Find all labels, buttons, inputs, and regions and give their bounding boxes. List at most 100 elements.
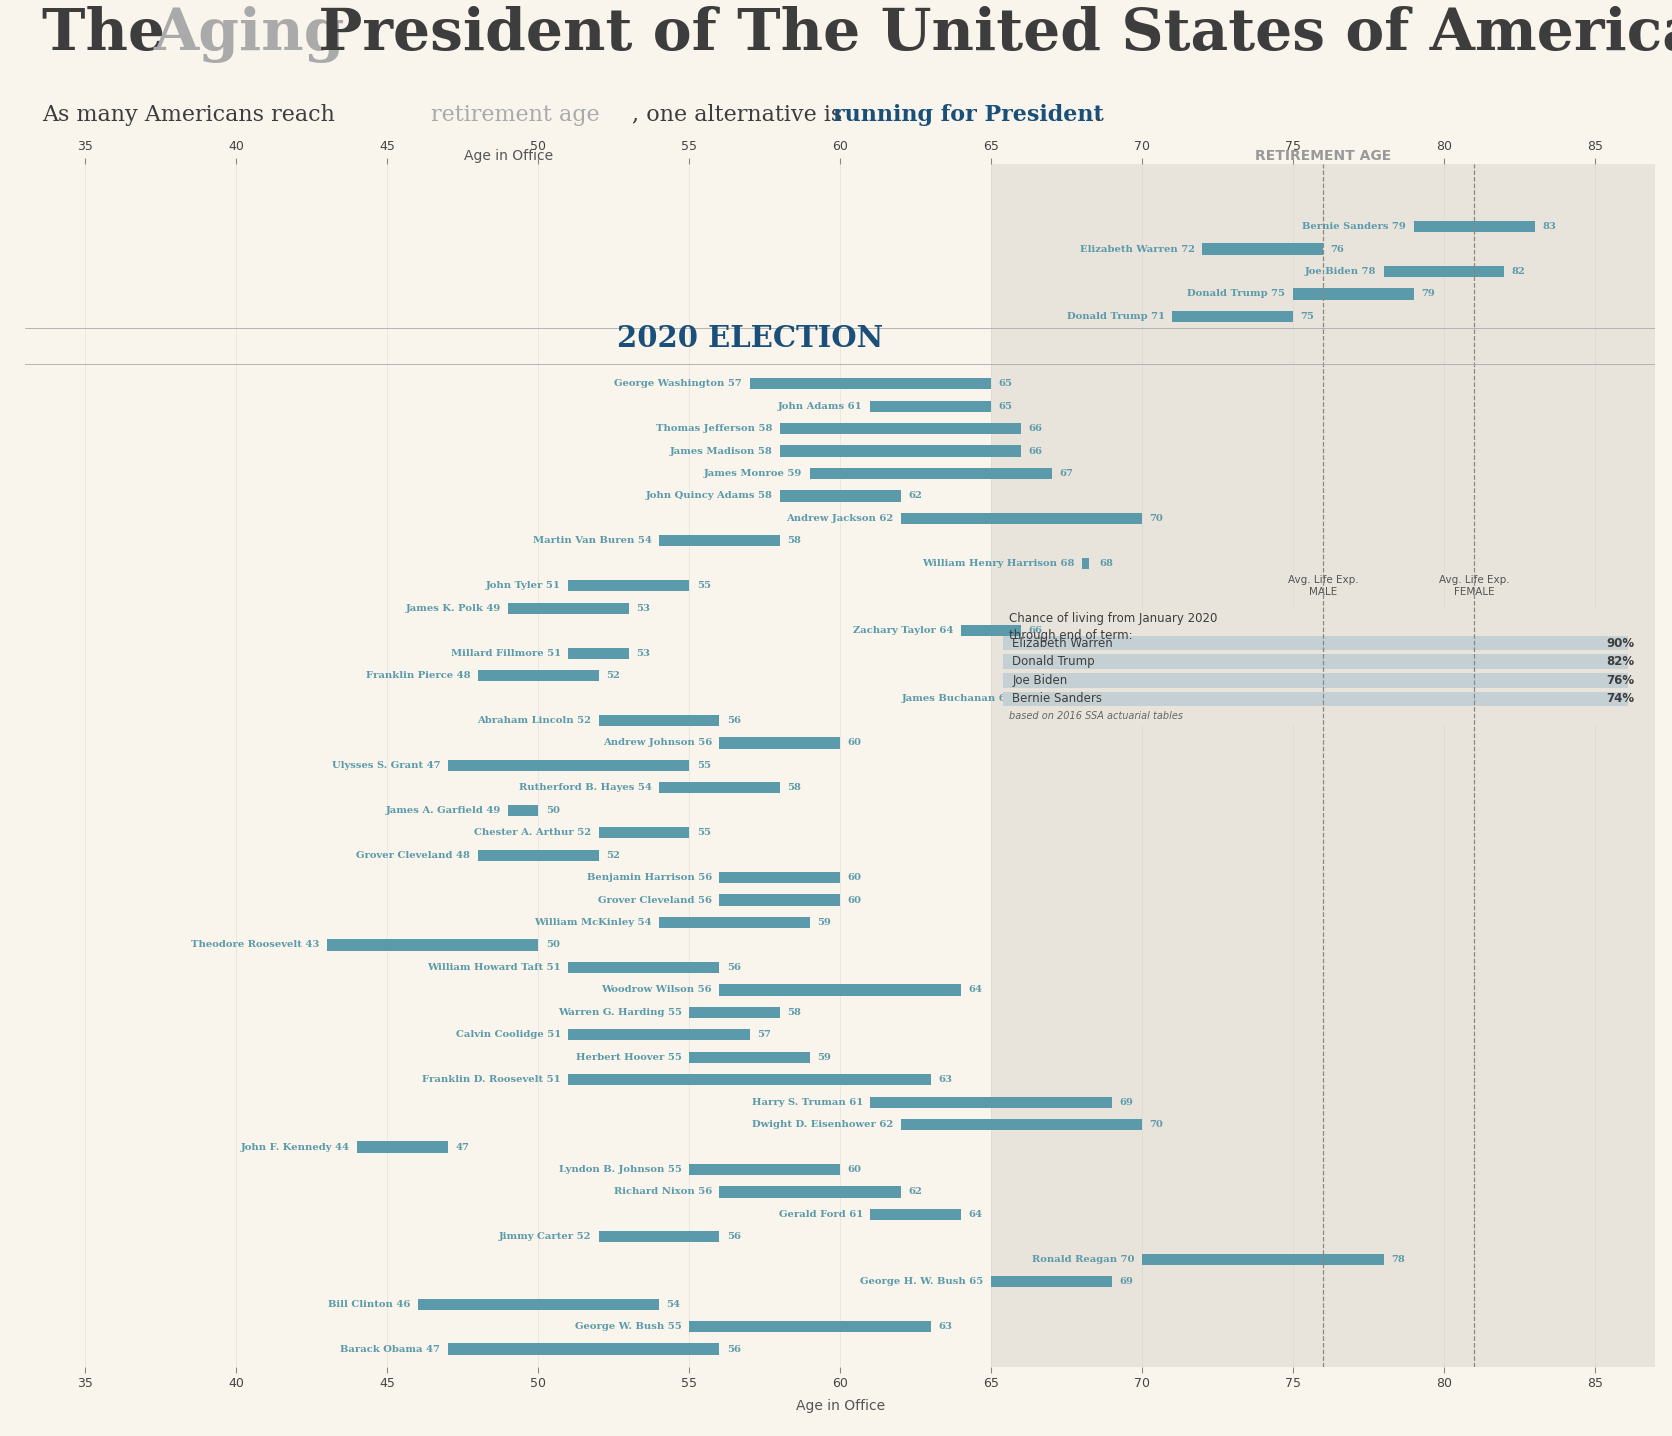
Text: The: The <box>42 6 186 62</box>
Bar <box>659 536 779 547</box>
Text: Bernie Sanders 79: Bernie Sanders 79 <box>1302 223 1406 231</box>
Bar <box>871 401 991 412</box>
Bar <box>719 895 839 906</box>
Bar <box>689 1165 839 1175</box>
Text: George Washington 57: George Washington 57 <box>614 379 742 388</box>
Bar <box>961 625 1022 636</box>
Bar <box>1003 673 1629 688</box>
Text: John F. Kennedy 44: John F. Kennedy 44 <box>241 1143 349 1152</box>
Bar <box>508 603 629 613</box>
Bar <box>719 872 839 883</box>
Text: William Henry Harrison 68: William Henry Harrison 68 <box>921 559 1073 567</box>
Text: 68: 68 <box>1100 559 1114 567</box>
Text: Harry S. Truman 61: Harry S. Truman 61 <box>752 1097 863 1107</box>
Text: As many Americans reach: As many Americans reach <box>42 103 341 125</box>
Text: Avg. Life Exp.
MALE: Avg. Life Exp. MALE <box>1287 574 1359 597</box>
Text: President of The United States of America: President of The United States of Americ… <box>298 6 1672 62</box>
Text: Bernie Sanders: Bernie Sanders <box>1012 692 1102 705</box>
Text: 58: 58 <box>788 784 801 793</box>
Text: Joe Biden 78: Joe Biden 78 <box>1304 267 1376 276</box>
Text: 55: 55 <box>697 582 711 590</box>
Bar <box>659 918 809 928</box>
Text: Donald Trump 71: Donald Trump 71 <box>1067 312 1165 320</box>
Text: 90%: 90% <box>1607 636 1634 649</box>
Text: Zachary Taylor 64: Zachary Taylor 64 <box>853 626 953 635</box>
Bar <box>568 1030 749 1041</box>
Bar <box>448 1344 719 1354</box>
Bar <box>809 468 1052 480</box>
Text: 60: 60 <box>848 738 861 747</box>
Text: 67: 67 <box>1058 470 1073 478</box>
Text: Millard Fillmore 51: Millard Fillmore 51 <box>451 649 560 658</box>
Bar <box>1003 655 1629 669</box>
Text: Barack Obama 47: Barack Obama 47 <box>341 1344 440 1354</box>
Text: 76: 76 <box>1331 244 1344 254</box>
Bar <box>749 378 991 389</box>
Text: 62: 62 <box>908 491 921 501</box>
Text: 70: 70 <box>1150 514 1164 523</box>
Text: 50: 50 <box>545 941 560 949</box>
Text: Chester A. Arthur 52: Chester A. Arthur 52 <box>473 829 592 837</box>
Text: 58: 58 <box>788 1008 801 1017</box>
Text: Lyndon B. Johnson 55: Lyndon B. Johnson 55 <box>558 1165 682 1175</box>
Text: Calvin Coolidge 51: Calvin Coolidge 51 <box>456 1030 560 1040</box>
Bar <box>1172 310 1292 322</box>
Text: 69: 69 <box>1120 1097 1134 1107</box>
X-axis label: Age in Office: Age in Office <box>796 1399 884 1413</box>
Text: James K. Polk 49: James K. Polk 49 <box>405 603 500 613</box>
Text: 66: 66 <box>1028 424 1043 434</box>
Text: Bill Clinton 46: Bill Clinton 46 <box>328 1300 410 1308</box>
Text: Dwight D. Eisenhower 62: Dwight D. Eisenhower 62 <box>752 1120 893 1129</box>
Bar <box>1000 609 1644 725</box>
Text: Richard Nixon 56: Richard Nixon 56 <box>614 1188 712 1196</box>
Bar <box>901 1119 1142 1130</box>
Bar <box>1003 692 1629 707</box>
Text: based on 2016 SSA actuarial tables: based on 2016 SSA actuarial tables <box>1010 711 1184 721</box>
Text: 82: 82 <box>1511 267 1525 276</box>
Bar <box>1022 692 1142 704</box>
Text: 65: 65 <box>998 402 1013 411</box>
Text: Avg. Life Exp.
FEMALE: Avg. Life Exp. FEMALE <box>1440 574 1510 597</box>
Text: 79: 79 <box>1421 290 1435 299</box>
Text: Thomas Jefferson 58: Thomas Jefferson 58 <box>655 424 772 434</box>
Text: 56: 56 <box>727 717 741 725</box>
Text: William Howard Taft 51: William Howard Taft 51 <box>428 964 560 972</box>
Text: 60: 60 <box>848 1165 861 1175</box>
Text: Warren G. Harding 55: Warren G. Harding 55 <box>558 1008 682 1017</box>
Bar <box>779 424 1022 434</box>
Text: Herbert Hoover 55: Herbert Hoover 55 <box>575 1053 682 1061</box>
Text: Ulysses S. Grant 47: Ulysses S. Grant 47 <box>331 761 440 770</box>
Text: John Quincy Adams 58: John Quincy Adams 58 <box>645 491 772 501</box>
Text: 65: 65 <box>998 379 1013 388</box>
Text: 66: 66 <box>1028 626 1043 635</box>
Bar <box>689 1051 809 1063</box>
Bar <box>689 1321 931 1333</box>
Text: 52: 52 <box>607 671 620 681</box>
Bar <box>568 962 719 974</box>
Text: James Monroe 59: James Monroe 59 <box>704 470 803 478</box>
Text: 56: 56 <box>727 1344 741 1354</box>
Text: , one alternative is: , one alternative is <box>632 103 849 125</box>
Text: Elizabeth Warren: Elizabeth Warren <box>1012 636 1114 649</box>
Text: 47: 47 <box>455 1143 470 1152</box>
Text: 52: 52 <box>607 850 620 860</box>
Bar <box>991 1277 1112 1287</box>
Bar <box>599 827 689 839</box>
Text: Andrew Jackson 62: Andrew Jackson 62 <box>786 514 893 523</box>
Text: Age in Office: Age in Office <box>463 148 553 162</box>
Text: 75: 75 <box>1301 312 1314 320</box>
Bar <box>779 445 1022 457</box>
Bar <box>478 850 599 860</box>
Text: 70: 70 <box>1150 694 1164 702</box>
Text: Jimmy Carter 52: Jimmy Carter 52 <box>498 1232 592 1241</box>
Text: 64: 64 <box>968 985 983 994</box>
Text: William McKinley 54: William McKinley 54 <box>533 918 652 928</box>
Text: John Tyler 51: John Tyler 51 <box>487 582 560 590</box>
Text: Franklin Pierce 48: Franklin Pierce 48 <box>366 671 470 681</box>
Bar <box>1292 289 1415 300</box>
Text: Donald Trump: Donald Trump <box>1012 655 1095 668</box>
Text: 62: 62 <box>908 1188 921 1196</box>
Text: 50: 50 <box>545 806 560 814</box>
Bar <box>568 580 689 592</box>
Bar <box>448 760 689 771</box>
